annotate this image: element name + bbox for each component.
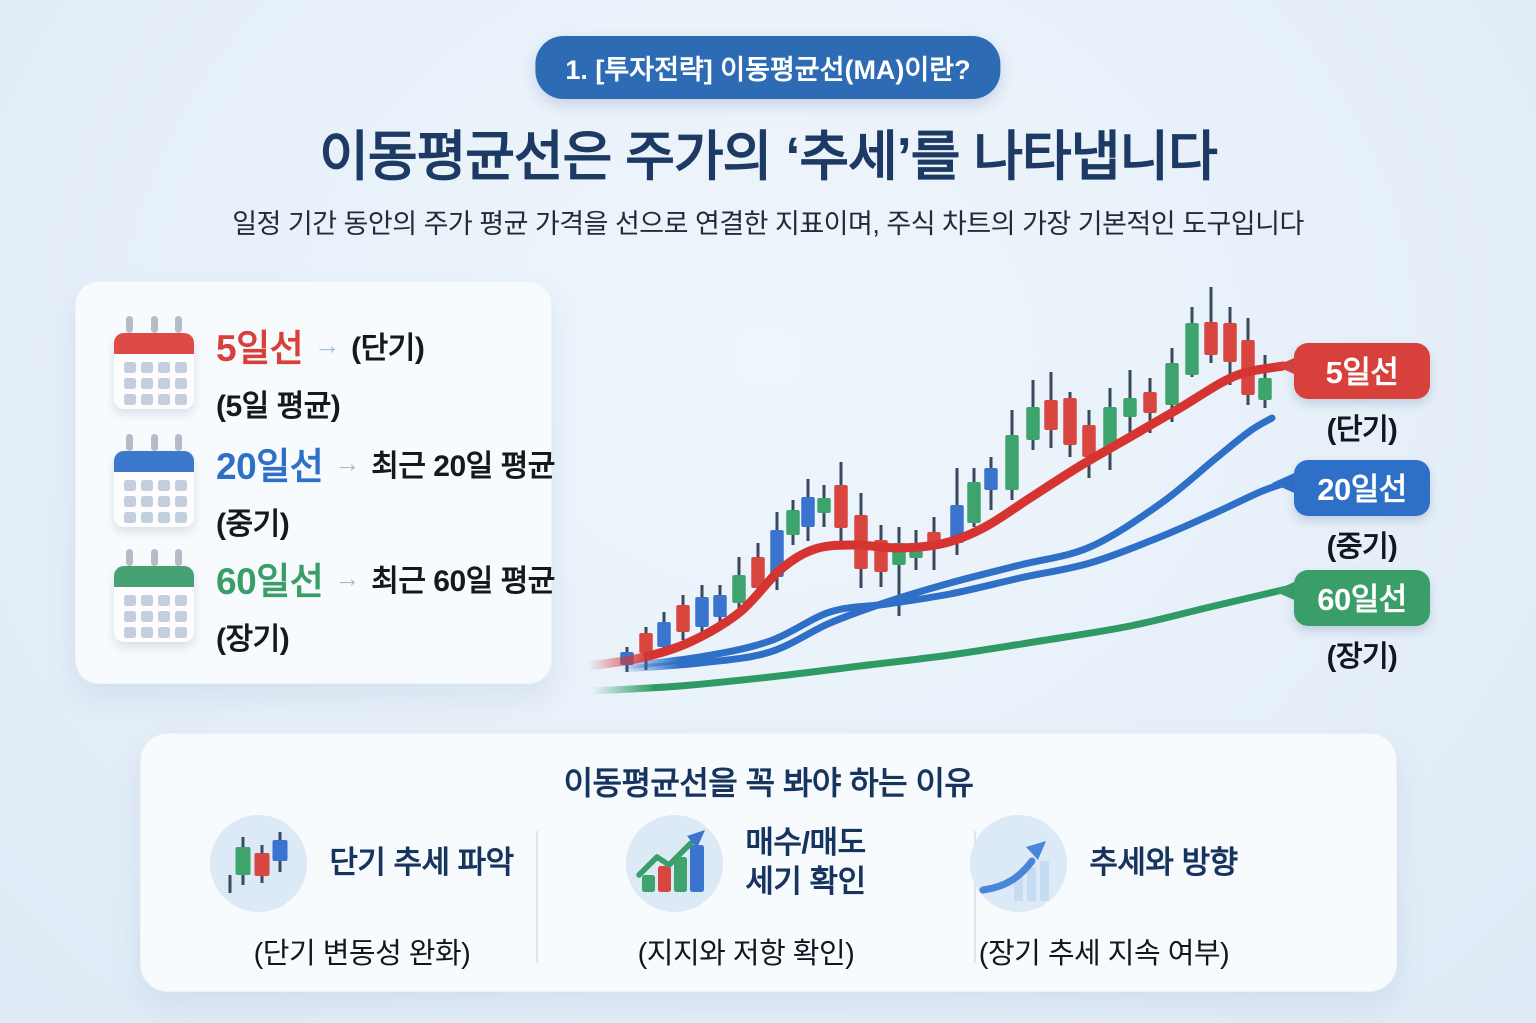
reason-caption-short-trend: (단기 변동성 완화) xyxy=(253,938,471,970)
legend-20day-sub: (중기) xyxy=(216,508,290,541)
ma20-upper-line xyxy=(618,414,1276,673)
ma-badge-20day-caption: (중기) xyxy=(1326,531,1398,563)
reason-item-buy-sell-strength: 매수/매도 세기 확인 (지지와 저항 확인) xyxy=(576,813,916,972)
legend-60day-sub: (장기) xyxy=(216,623,290,656)
divider xyxy=(536,831,538,963)
ma-badge-5day-label: 5일선 xyxy=(1294,343,1430,399)
ma5-line xyxy=(583,361,1288,671)
reason-caption-buy-sell-strength: (지지와 저항 확인) xyxy=(637,938,855,970)
header-pill: 1. [투자전략] 이동평균선(MA)이란? xyxy=(535,36,1001,99)
ma-badge-60day-caption: (장기) xyxy=(1326,641,1398,673)
divider xyxy=(974,831,976,963)
right-arrow-icon: → xyxy=(334,562,361,593)
ma-badge-5day-caption: (단기) xyxy=(1326,414,1398,446)
legend-5day-sub: (5일 평균) xyxy=(216,390,341,423)
legend-60day-desc: 최근 60일 평균 xyxy=(371,565,555,598)
trend-arrow-icon xyxy=(970,814,1068,912)
ma-badge-60day-label: 60일선 xyxy=(1294,570,1430,626)
calendar-rings xyxy=(114,434,194,451)
ma60-line xyxy=(588,584,1295,695)
ma-badge-5day: 5일선 (단기) xyxy=(1294,343,1430,448)
legend-item-60day: 60일선 → 최근 60일 평균 (장기) xyxy=(114,549,555,658)
legend-5day-desc: (단기) xyxy=(351,332,425,365)
ma-badge-60day: 60일선 (장기) xyxy=(1294,570,1430,675)
legend-item-5day: 5일선 → (단기) (5일 평균) xyxy=(114,316,425,425)
candles-icon xyxy=(210,814,308,912)
bar-growth-icon xyxy=(626,814,724,912)
legend-card: 5일선 → (단기) (5일 평균) 20일선 → 최근 20일 평균 (중기) xyxy=(75,281,555,684)
ma-badge-20day-label: 20일선 xyxy=(1294,460,1430,516)
page-title: 이동평균선은 주가의 ‘추세’를 나타냅니다 xyxy=(319,127,1218,187)
reason-title-short-trend: 단기 추세 파악 xyxy=(329,844,514,880)
legend-5day-label: 5일선 xyxy=(216,328,304,369)
calendar-rings xyxy=(114,316,194,333)
candlestick-chart-svg xyxy=(583,287,1301,695)
badge-tail xyxy=(1272,470,1301,496)
right-arrow-icon: → xyxy=(314,329,341,360)
page-subtitle: 일정 기간 동안의 주가 평균 가격을 선으로 연결한 지표이며, 주식 차트의… xyxy=(232,209,1304,239)
legend-60day-label: 60일선 xyxy=(216,561,324,602)
reasons-heading: 이동평균선을 꼭 봐야 하는 이유 xyxy=(563,765,974,801)
calendar-icon-blue xyxy=(114,434,194,527)
ma-badge-20day: 20일선 (중기) xyxy=(1294,460,1430,565)
calendar-rings xyxy=(114,549,194,566)
right-arrow-icon: → xyxy=(334,447,361,478)
calendar-icon-green xyxy=(114,549,194,642)
ma20-lower-line xyxy=(616,478,1292,671)
reason-title-trend-direction: 추세와 방향 xyxy=(1089,844,1238,880)
reason-item-trend-direction: 추세와 방향 (장기 추세 지속 여부) xyxy=(934,813,1274,972)
calendar-icon-red xyxy=(114,316,194,409)
reason-caption-trend-direction: (장기 추세 지속 여부) xyxy=(978,938,1230,970)
legend-20day-desc: 최근 20일 평균 xyxy=(371,450,555,483)
legend-20day-label: 20일선 xyxy=(216,446,324,487)
reason-title-buy-sell-strength: 매수/매도 세기 확인 xyxy=(745,825,866,899)
reasons-card: 이동평균선을 꼭 봐야 하는 이유 단기 추세 파악 (단기 변동성 완화) xyxy=(140,733,1397,992)
legend-item-20day: 20일선 → 최근 20일 평균 (중기) xyxy=(114,434,555,543)
reason-item-short-trend: 단기 추세 파악 (단기 변동성 완화) xyxy=(192,813,532,972)
